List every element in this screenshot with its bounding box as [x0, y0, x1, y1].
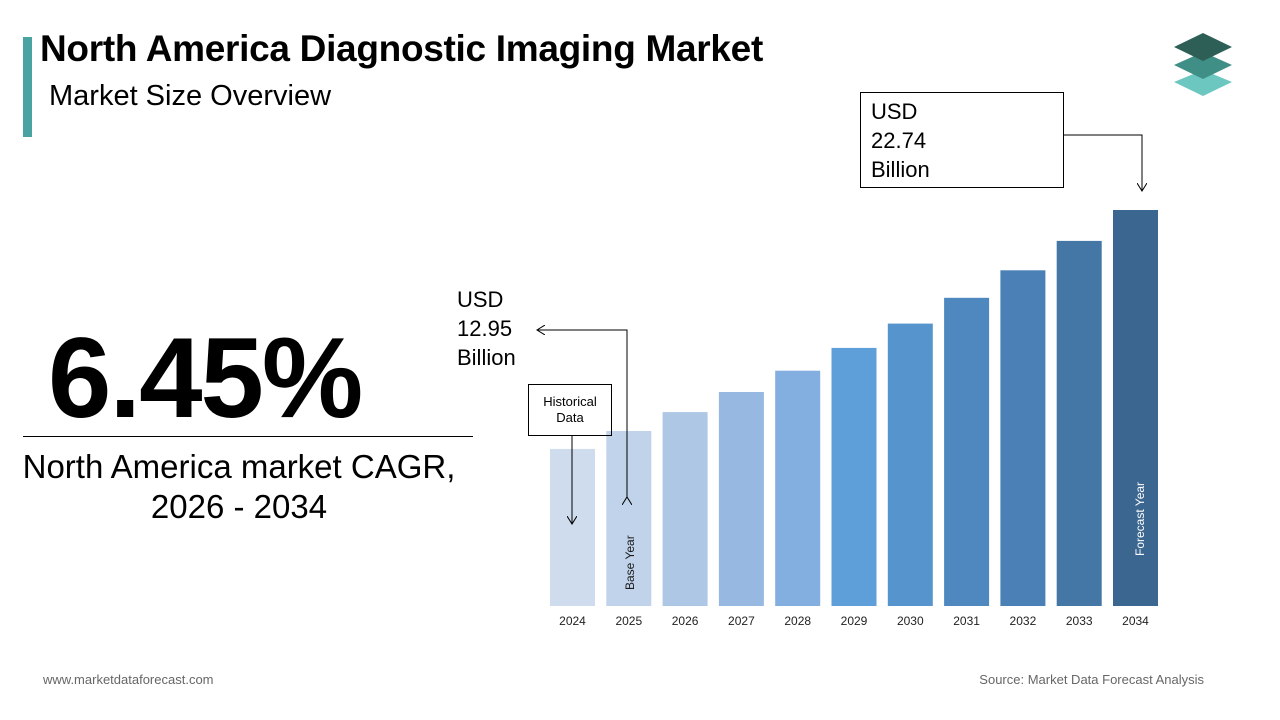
stacked-layers-icon	[1174, 33, 1232, 96]
bar-2029	[831, 347, 877, 606]
x-tick-2032: 2032	[1010, 614, 1037, 628]
footer-website: www.marketdataforecast.com	[43, 672, 214, 687]
x-tick-2025: 2025	[615, 614, 642, 628]
cagr-label-line2: 2026 - 2034	[150, 488, 328, 525]
cagr-divider	[23, 436, 473, 437]
start-value-unit: Billion	[457, 345, 516, 370]
bar-2027	[718, 392, 764, 606]
x-tick-2033: 2033	[1066, 614, 1093, 628]
start-value-currency: USD	[457, 287, 504, 312]
page-subtitle: Market Size Overview	[49, 80, 332, 112]
bar-2030	[887, 323, 933, 606]
start-value-callout: USD 12.95 Billion	[457, 285, 516, 372]
x-tick-2026: 2026	[672, 614, 699, 628]
end-value-amount: 22.74	[871, 128, 927, 153]
bar-2034	[1113, 210, 1158, 606]
x-tick-2031: 2031	[953, 614, 980, 628]
footer-source: Source: Market Data Forecast Analysis	[979, 672, 1204, 687]
x-tick-2030: 2030	[897, 614, 924, 628]
cagr-label-line1: North America market CAGR,	[22, 448, 456, 485]
start-value-arrow	[537, 330, 627, 497]
bar-2032	[1000, 270, 1046, 606]
end-value-callout: USD 22.74 Billion	[860, 92, 1064, 188]
forecast-year-label: Forecast Year	[1133, 482, 1147, 556]
historical-data-line2: Data	[556, 410, 584, 425]
historical-data-line1: Historical	[543, 394, 597, 409]
x-tick-2024: 2024	[559, 614, 586, 628]
bar-2026	[662, 412, 708, 606]
base-year-label: Base Year	[623, 535, 637, 590]
end-value-unit: Billion	[871, 157, 930, 182]
x-tick-2034: 2034	[1122, 614, 1149, 628]
bar-2028	[775, 370, 821, 606]
historical-data-box: Historical Data	[528, 384, 612, 436]
start-value-amount: 12.95	[457, 316, 513, 341]
x-tick-2028: 2028	[784, 614, 811, 628]
cagr-value: 6.45%	[48, 315, 363, 442]
bar-2033	[1056, 240, 1102, 606]
cagr-label: North America market CAGR, 2026 - 2034	[0, 447, 478, 527]
end-value-currency: USD	[871, 99, 918, 124]
page-title: North America Diagnostic Imaging Market	[40, 28, 763, 69]
x-tick-2027: 2027	[728, 614, 755, 628]
x-tick-2029: 2029	[841, 614, 868, 628]
bar-2031	[944, 297, 990, 606]
title-accent-bar	[23, 37, 32, 137]
